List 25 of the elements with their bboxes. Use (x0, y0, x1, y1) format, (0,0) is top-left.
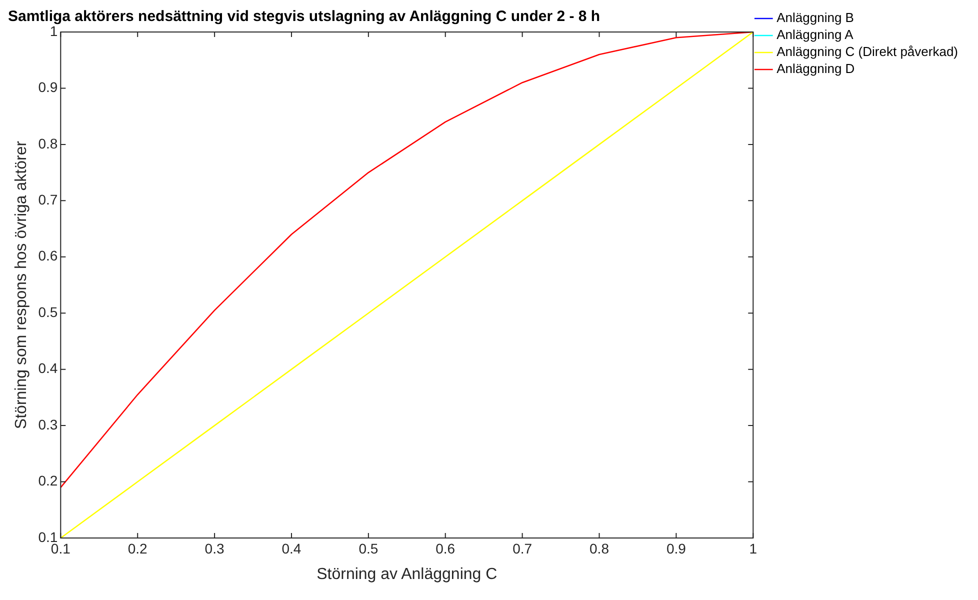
legend-label: Anläggning C (Direkt påverkad) (776, 44, 958, 60)
chart-title: Samtliga aktörers nedsättning vid stegvis utslagning av Anläggning C under 2 - 8 h (8, 8, 600, 26)
y-tick-label: 0.3 (38, 416, 58, 432)
legend-label: Anläggning B (776, 10, 854, 26)
x-axis-title: Störning av Anläggning C (316, 566, 498, 583)
x-tick-label: 0.4 (282, 540, 302, 556)
y-tick-label: 0.2 (38, 472, 58, 489)
y-tick-label: 0.7 (38, 192, 58, 208)
x-tick-label: 0.2 (128, 540, 148, 556)
y-axis-title: Störning som respons hos övriga aktörer (13, 140, 30, 430)
legend-label: Anläggning D (776, 61, 855, 76)
x-tick-label: 0.7 (512, 540, 532, 556)
y-tick-label: 0.5 (38, 304, 58, 320)
y-tick-label: 0.1 (38, 528, 58, 545)
y-tick-label: 0.6 (38, 248, 58, 264)
y-tick-label: 0.9 (38, 79, 58, 96)
legend-label: Anläggning A (776, 27, 854, 42)
x-tick-label: 0.6 (436, 540, 456, 556)
x-tick-label: 0.3 (204, 540, 224, 556)
x-tick-label: 0.5 (358, 540, 378, 556)
y-tick-label: 0.4 (38, 360, 58, 376)
x-tick-label: 0.9 (666, 540, 686, 556)
y-tick-label: 0.8 (38, 135, 58, 152)
x-tick-label: 0.8 (590, 540, 610, 556)
x-tick-label: 1 (749, 540, 758, 556)
